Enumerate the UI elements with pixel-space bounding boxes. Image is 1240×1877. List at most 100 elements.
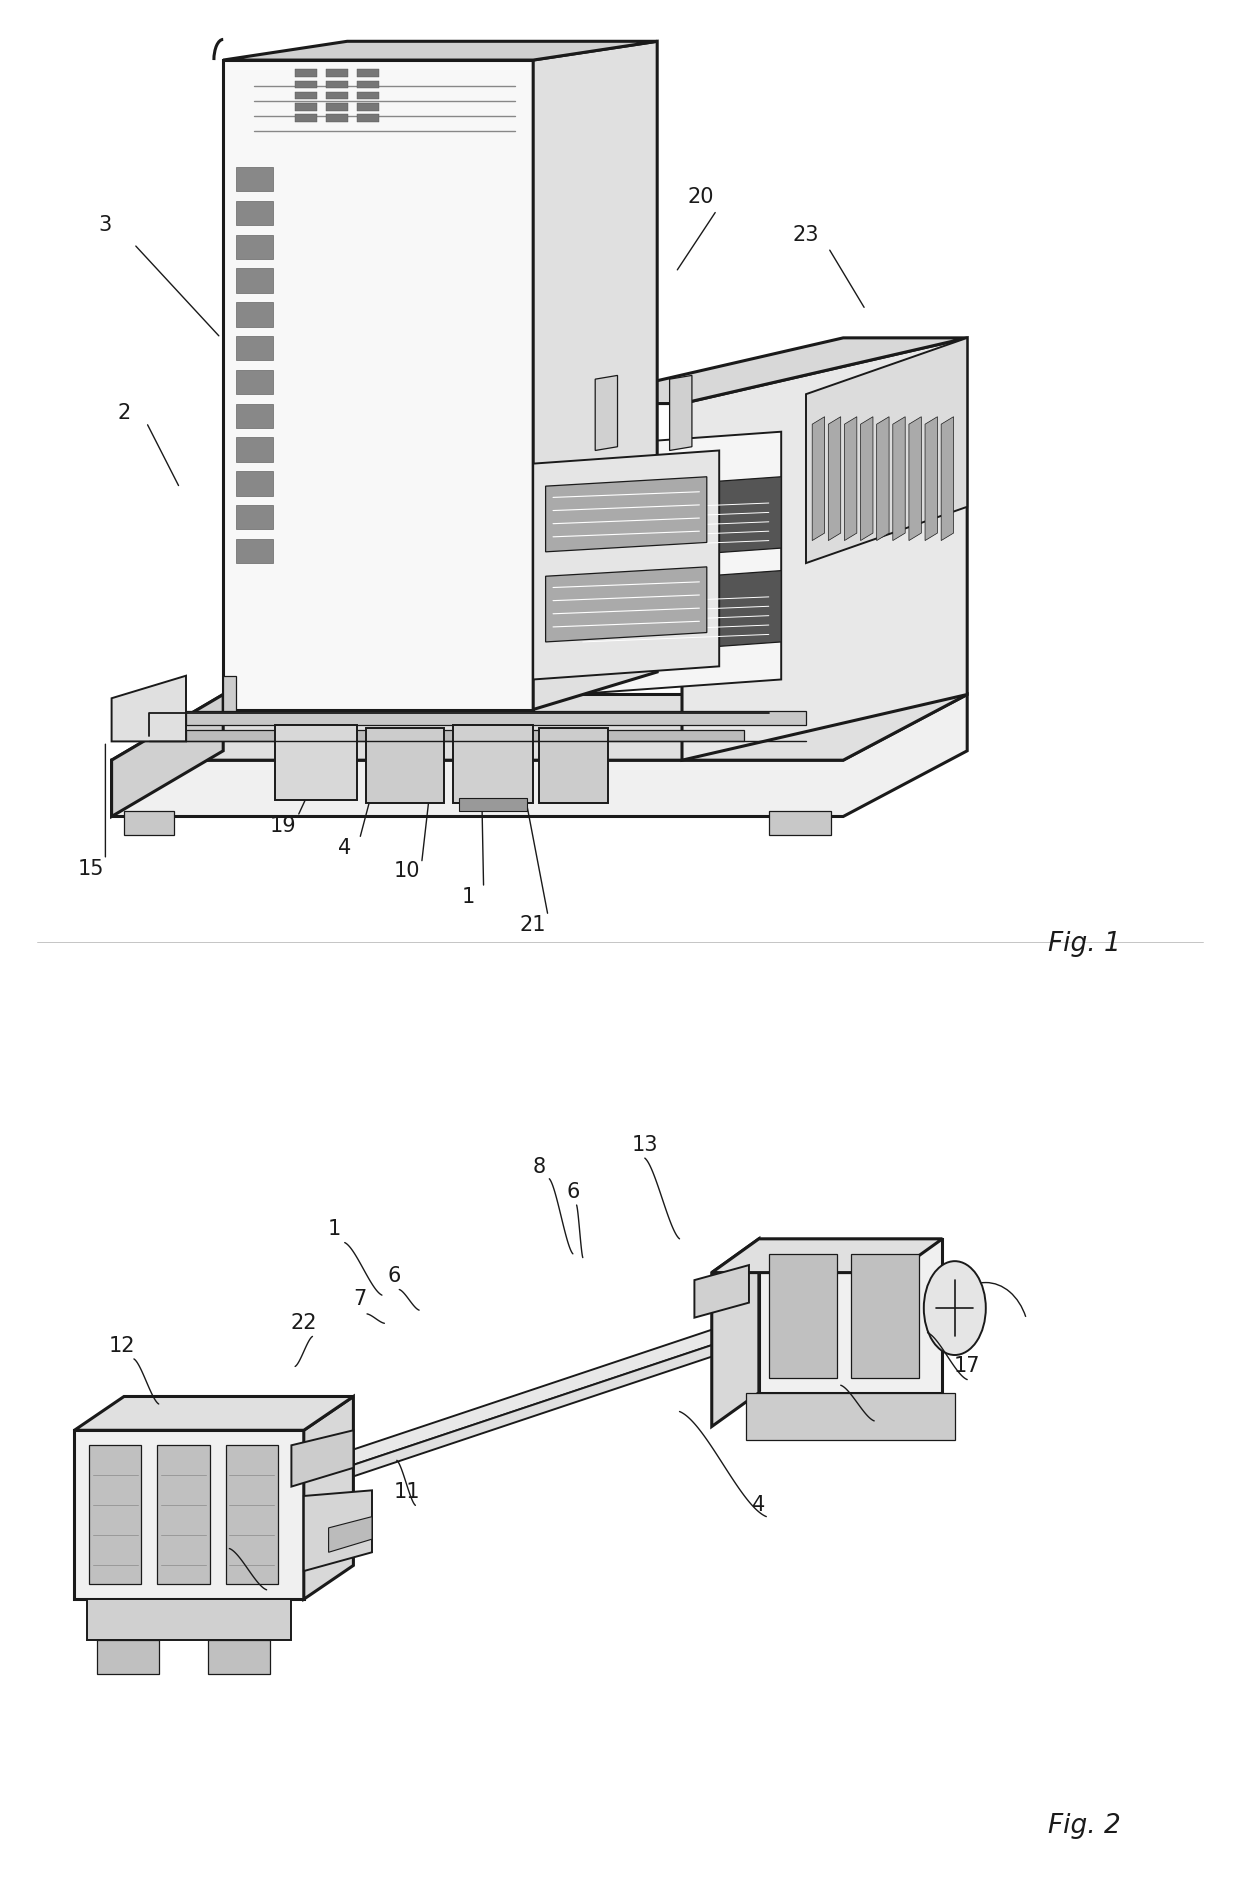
- Bar: [295, 114, 317, 122]
- Text: 7: 7: [353, 1289, 366, 1308]
- Text: 16: 16: [244, 1567, 272, 1586]
- Polygon shape: [89, 1445, 141, 1584]
- Text: 2: 2: [118, 404, 130, 422]
- Polygon shape: [316, 1318, 796, 1488]
- Polygon shape: [366, 728, 444, 803]
- Polygon shape: [236, 235, 273, 259]
- Polygon shape: [453, 725, 533, 803]
- Bar: [357, 81, 379, 88]
- Polygon shape: [124, 811, 174, 835]
- Text: 5: 5: [378, 160, 391, 178]
- Polygon shape: [769, 1254, 837, 1378]
- Polygon shape: [291, 1430, 353, 1487]
- Polygon shape: [546, 567, 707, 642]
- Polygon shape: [682, 338, 967, 760]
- Bar: [357, 114, 379, 122]
- Text: 8: 8: [533, 1158, 546, 1177]
- Polygon shape: [570, 571, 781, 657]
- Polygon shape: [236, 336, 273, 360]
- Text: 1: 1: [329, 1220, 341, 1239]
- Text: 12: 12: [108, 1336, 135, 1355]
- Bar: [326, 69, 348, 77]
- Polygon shape: [87, 1599, 291, 1640]
- Polygon shape: [941, 417, 954, 541]
- Polygon shape: [329, 1517, 372, 1552]
- Text: 15: 15: [77, 860, 104, 878]
- Polygon shape: [546, 477, 707, 552]
- Polygon shape: [812, 417, 825, 541]
- Polygon shape: [236, 505, 273, 529]
- Polygon shape: [558, 338, 967, 404]
- Polygon shape: [236, 404, 273, 428]
- Polygon shape: [533, 41, 657, 710]
- Bar: [357, 69, 379, 77]
- Polygon shape: [112, 694, 967, 760]
- Polygon shape: [570, 477, 781, 563]
- Text: 22: 22: [290, 1314, 317, 1333]
- Bar: [326, 114, 348, 122]
- Text: 20: 20: [687, 188, 714, 206]
- Polygon shape: [746, 1393, 955, 1440]
- Polygon shape: [570, 432, 781, 694]
- Polygon shape: [877, 417, 889, 541]
- Polygon shape: [112, 694, 967, 816]
- Polygon shape: [236, 167, 273, 191]
- Polygon shape: [223, 60, 533, 710]
- Polygon shape: [459, 798, 527, 811]
- Text: Fig. 2: Fig. 2: [1048, 1813, 1121, 1839]
- Polygon shape: [226, 1445, 278, 1584]
- Polygon shape: [157, 1445, 210, 1584]
- Polygon shape: [304, 1396, 353, 1599]
- Polygon shape: [670, 375, 692, 450]
- Text: 13: 13: [631, 1136, 658, 1154]
- Polygon shape: [236, 437, 273, 462]
- Polygon shape: [74, 1396, 353, 1430]
- Circle shape: [924, 1261, 986, 1355]
- Text: 1: 1: [463, 888, 475, 907]
- Polygon shape: [236, 201, 273, 225]
- Polygon shape: [909, 417, 921, 541]
- Bar: [357, 92, 379, 99]
- Polygon shape: [236, 302, 273, 327]
- Polygon shape: [759, 1239, 942, 1393]
- Polygon shape: [186, 730, 744, 741]
- Bar: [295, 81, 317, 88]
- Polygon shape: [223, 41, 657, 60]
- Polygon shape: [769, 811, 831, 835]
- Text: 17: 17: [954, 1357, 981, 1376]
- Bar: [326, 92, 348, 99]
- Text: 3: 3: [99, 216, 112, 235]
- Polygon shape: [236, 539, 273, 563]
- Polygon shape: [851, 1254, 919, 1378]
- Polygon shape: [694, 1265, 749, 1318]
- Polygon shape: [112, 694, 223, 816]
- Polygon shape: [223, 676, 236, 713]
- Polygon shape: [275, 725, 357, 800]
- Polygon shape: [236, 268, 273, 293]
- Polygon shape: [595, 375, 618, 450]
- Bar: [357, 103, 379, 111]
- Polygon shape: [533, 450, 719, 679]
- Text: 4: 4: [339, 839, 351, 858]
- Polygon shape: [861, 417, 873, 541]
- Text: 21: 21: [520, 916, 547, 935]
- Polygon shape: [844, 417, 857, 541]
- Polygon shape: [893, 417, 905, 541]
- Polygon shape: [186, 711, 806, 725]
- Polygon shape: [539, 728, 608, 803]
- Text: 6: 6: [567, 1183, 579, 1201]
- Bar: [326, 81, 348, 88]
- Text: 10: 10: [393, 862, 420, 880]
- Bar: [326, 103, 348, 111]
- Polygon shape: [806, 338, 967, 563]
- Polygon shape: [112, 676, 186, 741]
- Text: 4: 4: [753, 1496, 765, 1515]
- Text: 19: 19: [269, 816, 296, 835]
- Polygon shape: [925, 417, 937, 541]
- Polygon shape: [236, 370, 273, 394]
- Bar: [295, 103, 317, 111]
- Polygon shape: [828, 417, 841, 541]
- Text: 23: 23: [792, 225, 820, 244]
- Text: Fig. 1: Fig. 1: [1048, 931, 1121, 957]
- Polygon shape: [315, 1303, 794, 1477]
